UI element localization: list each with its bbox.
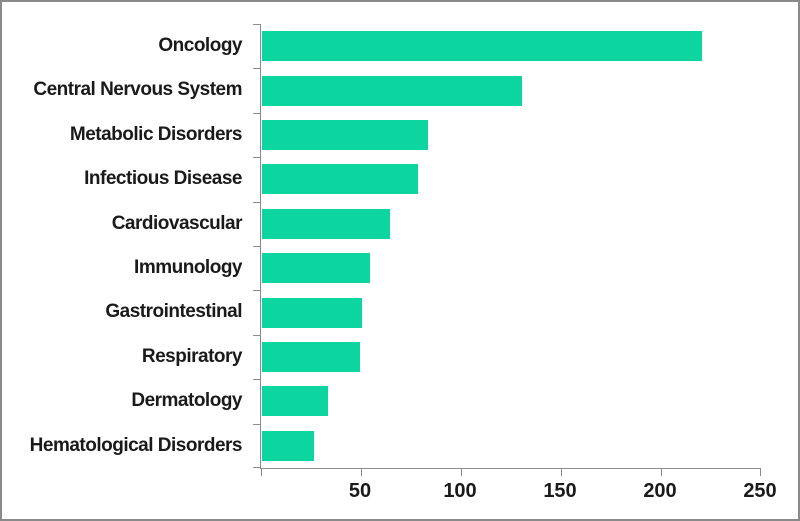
bar-metabolic-disorders [262, 120, 428, 150]
y-axis-tick [253, 334, 260, 336]
y-axis-tick [253, 290, 260, 292]
x-axis-tick [661, 469, 662, 476]
category-label: Hematological Disorders [29, 434, 243, 456]
bar-respiratory [262, 342, 360, 372]
y-axis-tick [253, 467, 260, 468]
x-tick-label: 100 [443, 480, 477, 502]
x-axis-tick [561, 469, 562, 476]
x-axis-tick [760, 469, 761, 476]
x-tick-label: 150 [543, 480, 577, 502]
y-axis-tick [253, 157, 260, 159]
y-axis-tick [253, 423, 260, 425]
category-label: Oncology [158, 35, 242, 56]
category-label: Respiratory [141, 345, 243, 367]
x-axis-tick [461, 469, 462, 476]
bar-central-nervous-system [262, 75, 522, 106]
x-tick-label: 250 [743, 480, 777, 502]
y-axis-tick [253, 379, 260, 381]
category-label: Metabolic Disorders [69, 123, 243, 145]
plot-area [253, 24, 761, 476]
bar-hematological-disorders [262, 430, 314, 461]
category-label: Infectious Disease [84, 168, 242, 190]
bar-immunology [262, 253, 370, 284]
bar-oncology [262, 31, 702, 62]
bar-infectious-disease [262, 164, 418, 195]
y-axis-tick [253, 24, 260, 25]
y-axis-tick [253, 68, 260, 70]
category-label: Dermatology [131, 390, 242, 412]
x-tick-label: 200 [643, 480, 677, 502]
y-axis-tick [253, 112, 260, 114]
category-label: Immunology [134, 257, 242, 278]
y-axis-tick [253, 201, 260, 203]
bar-cardiovascular [262, 208, 390, 239]
x-tick-label: 50 [348, 480, 372, 502]
category-label: Gastrointestinal [105, 301, 242, 323]
category-label: Central Nervous System [33, 79, 242, 101]
bar-dermatology [262, 386, 328, 417]
x-axis-tick [361, 469, 362, 476]
bar-gastrointestinal [262, 297, 362, 328]
y-axis-tick [253, 246, 260, 247]
x-axis-tick [261, 469, 262, 476]
category-label: Cardiovascular [111, 212, 243, 234]
